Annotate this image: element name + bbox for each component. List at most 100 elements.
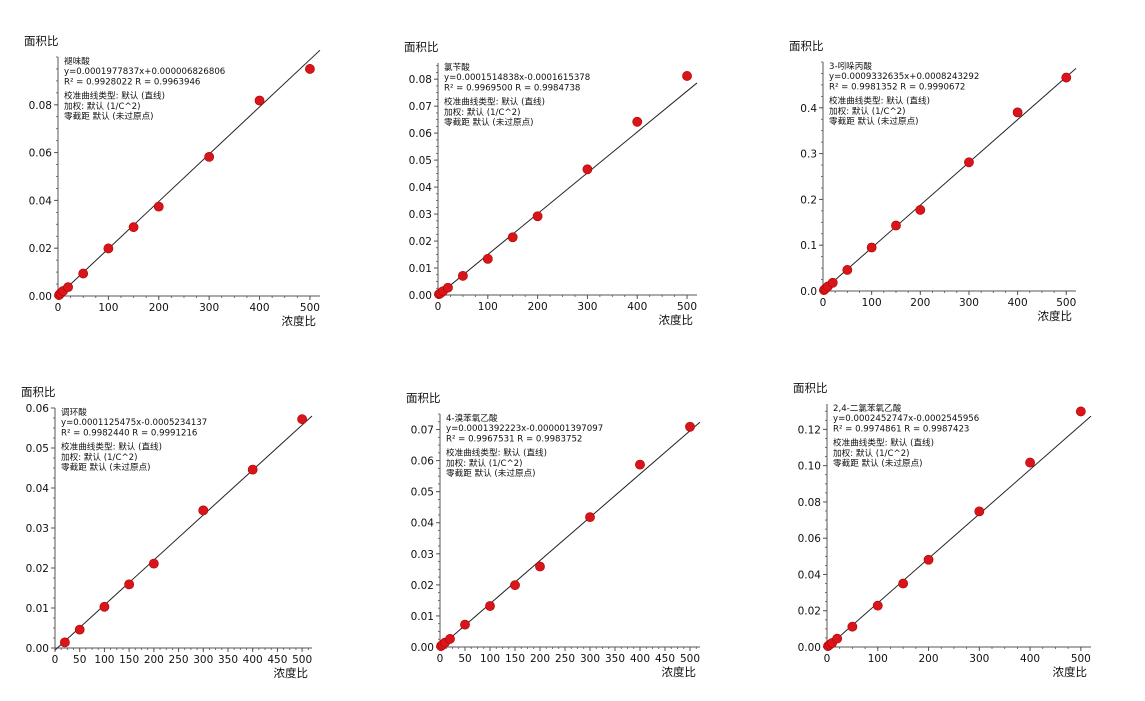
data-point xyxy=(247,464,258,475)
data-point xyxy=(632,116,643,127)
annotation-line: 校准曲线类型: 默认 (直线) xyxy=(446,447,547,459)
y-tick-label: 0.03 xyxy=(411,549,434,561)
x-tick-label: 100 xyxy=(862,297,882,309)
annotation-line: y=0.0009332635x+0.0008243292 xyxy=(829,72,979,82)
y-tick-label: 0.10 xyxy=(798,461,821,473)
x-tick-label: 250 xyxy=(555,653,575,665)
data-point xyxy=(460,619,470,630)
data-point xyxy=(685,421,695,432)
x-tick-label: 150 xyxy=(505,653,525,665)
data-point xyxy=(485,601,495,611)
data-point xyxy=(482,253,493,264)
y-axis-label: 面积比 xyxy=(406,391,441,405)
annotation-line: 加权: 默认 (1/C^2) xyxy=(446,457,522,469)
x-tick-label: 100 xyxy=(478,301,498,313)
data-point xyxy=(445,634,455,644)
y-tick-label: 0.00 xyxy=(26,643,49,655)
regression-line xyxy=(822,67,1077,291)
data-point xyxy=(866,242,877,253)
x-tick-label: 500 xyxy=(680,653,700,665)
y-axis-label: 面积比 xyxy=(21,385,56,399)
y-tick-label: 0.1 xyxy=(800,240,817,252)
annotation-line: R² = 0.9974861 R = 0.9987423 xyxy=(833,424,969,434)
y-tick-label: 0.01 xyxy=(26,603,49,615)
annotation-line: y=0.0001514838x-0.0001615378 xyxy=(444,73,590,83)
y-axis-label: 面积比 xyxy=(789,39,824,53)
data-point xyxy=(443,282,453,293)
y-tick-label: 0.08 xyxy=(409,74,432,86)
regression-line xyxy=(439,421,701,648)
x-tick-label: 150 xyxy=(119,654,139,666)
data-point xyxy=(898,578,909,589)
y-tick-label: 0.07 xyxy=(411,425,434,437)
y-tick-label: 0.3 xyxy=(800,149,817,161)
y-tick-label: 0.12 xyxy=(798,424,821,436)
x-axis-label: 浓度比 xyxy=(662,665,697,679)
y-tick-label: 0.06 xyxy=(29,148,53,160)
y-tick-label: 0.2 xyxy=(800,194,817,206)
x-tick-label: 100 xyxy=(98,302,118,314)
y-tick-label: 0.06 xyxy=(798,533,822,545)
data-point xyxy=(153,201,164,212)
data-point xyxy=(63,282,73,293)
x-tick-label: 500 xyxy=(1056,297,1076,309)
x-tick-label: 450 xyxy=(267,654,287,666)
x-tick-label: 100 xyxy=(94,654,114,666)
annotation-line: 零截距 默认 (未过原点) xyxy=(61,461,151,473)
data-point xyxy=(148,558,159,569)
chart-panel-4: 0.00 0.01 0.02 0.03 0.04 0.05 0.06 0 50 100 150 200… xyxy=(21,385,313,680)
annotation-line: 加权: 默认 (1/C^2) xyxy=(444,106,520,118)
data-point xyxy=(974,506,985,517)
x-axis-label: 浓度比 xyxy=(1053,665,1088,679)
y-tick-label: 0.01 xyxy=(409,263,432,275)
data-point xyxy=(124,579,135,590)
y-axis-label: 面积比 xyxy=(793,381,828,395)
x-tick-label: 350 xyxy=(218,654,238,666)
x-tick-label: 300 xyxy=(580,653,600,665)
x-tick-label: 50 xyxy=(73,654,86,666)
annotation-line: R² = 0.9982440 R = 0.9991216 xyxy=(61,428,197,438)
x-tick-label: 0 xyxy=(820,297,827,309)
x-tick-label: 400 xyxy=(243,654,263,666)
y-tick-label: 0.08 xyxy=(29,100,52,112)
data-point xyxy=(1075,406,1086,417)
data-point xyxy=(1025,457,1035,468)
annotation-line: 加权: 默认 (1/C^2) xyxy=(829,105,905,117)
y-tick-label: 0.08 xyxy=(798,497,821,509)
chart-panel-6: 0.00 0.02 0.04 0.06 0.08 0.10 0.12 0 100 200 300 40… xyxy=(793,381,1092,679)
annotation-line: y=0.0002452747x-0.0002545956 xyxy=(833,414,979,424)
data-point xyxy=(585,512,595,523)
annotation-line: 零截距 默认 (未过原点) xyxy=(833,457,923,469)
data-point xyxy=(305,64,315,74)
data-point xyxy=(103,243,114,254)
data-point xyxy=(74,624,85,635)
data-point xyxy=(827,277,838,288)
data-point xyxy=(635,459,645,470)
data-point xyxy=(297,414,308,425)
data-point xyxy=(532,211,543,222)
annotation-line: 加权: 默认 (1/C^2) xyxy=(61,451,137,463)
annotation-line: 零截距 默认 (未过原点) xyxy=(829,115,919,127)
regression-line xyxy=(437,82,698,296)
annotation-line: R² = 0.9928022 R = 0.9963946 xyxy=(64,77,200,87)
y-tick-label: 0.01 xyxy=(411,611,434,623)
y-tick-label: 0.04 xyxy=(26,483,50,495)
annotation-line: R² = 0.9981352 R = 0.9990672 xyxy=(829,82,965,92)
data-point xyxy=(507,232,518,243)
regression-line xyxy=(54,415,313,651)
data-point xyxy=(847,621,858,632)
x-tick-label: 250 xyxy=(169,654,189,666)
y-tick-label: 0.06 xyxy=(411,456,435,468)
y-tick-label: 0.07 xyxy=(409,101,432,113)
data-point xyxy=(535,561,545,572)
data-point xyxy=(128,222,139,233)
regression-line xyxy=(57,49,321,297)
data-point xyxy=(915,205,926,215)
y-tick-label: 0.05 xyxy=(409,155,432,167)
y-tick-label: 0.00 xyxy=(798,642,821,654)
x-tick-label: 200 xyxy=(528,301,548,313)
y-tick-label: 0.05 xyxy=(411,487,434,499)
x-tick-label: 300 xyxy=(969,653,989,665)
x-tick-label: 500 xyxy=(1071,653,1091,665)
